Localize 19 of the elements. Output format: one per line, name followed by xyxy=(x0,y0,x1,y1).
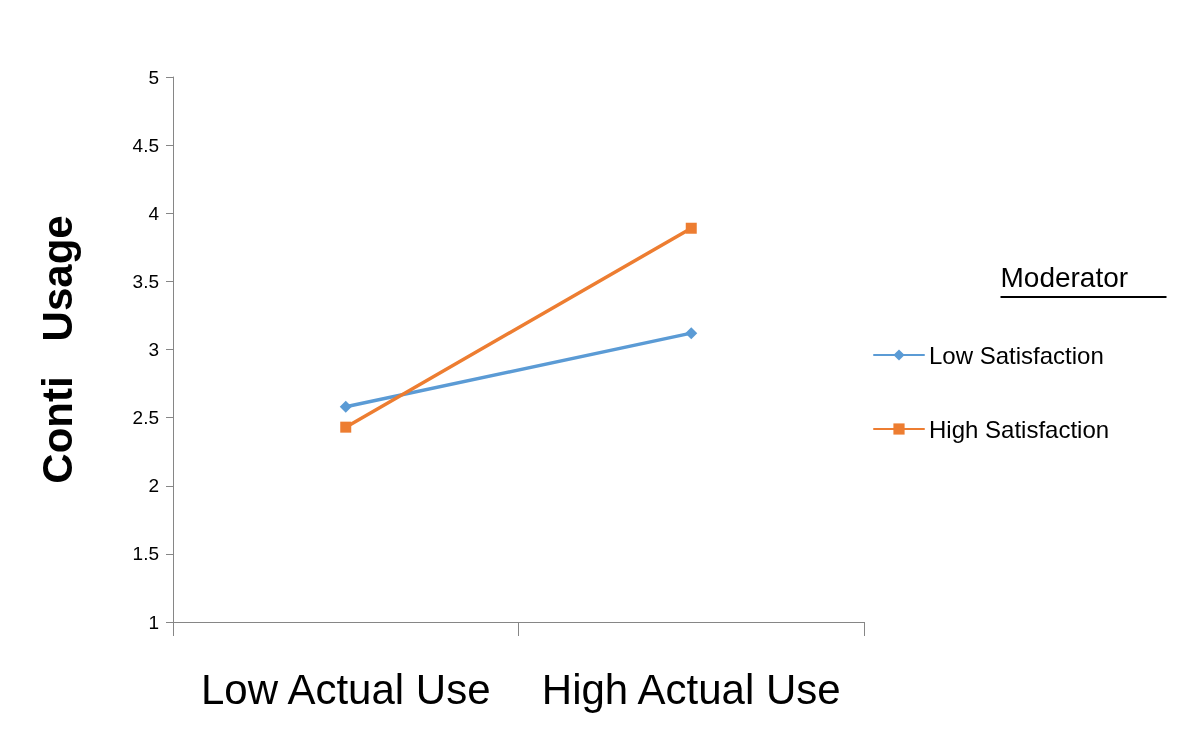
y-tick-label: 1 xyxy=(148,611,159,633)
legend-title: Moderator xyxy=(1000,261,1129,293)
x-tick-label: High Actual Use xyxy=(541,665,841,713)
y-tick-label: 5 xyxy=(148,66,159,88)
legend-label: High Satisfaction xyxy=(929,415,1110,443)
y-tick-label: 2.5 xyxy=(132,407,159,429)
y-axis-title: Conti Usage xyxy=(33,215,81,484)
y-tick-label: 4.5 xyxy=(132,134,159,156)
y-tick-label: 1.5 xyxy=(132,543,159,565)
y-tick-label: 3 xyxy=(148,339,159,360)
y-tick-label: 3.5 xyxy=(132,270,159,292)
point xyxy=(340,421,352,433)
point xyxy=(339,400,352,413)
legend-label: Low Satisfaction xyxy=(929,341,1104,369)
y-tick-label: 2 xyxy=(148,475,159,497)
point xyxy=(685,222,697,234)
y-tick-label: 4 xyxy=(148,202,160,224)
x-tick-label: Low Actual Use xyxy=(201,665,491,713)
point xyxy=(685,327,698,340)
